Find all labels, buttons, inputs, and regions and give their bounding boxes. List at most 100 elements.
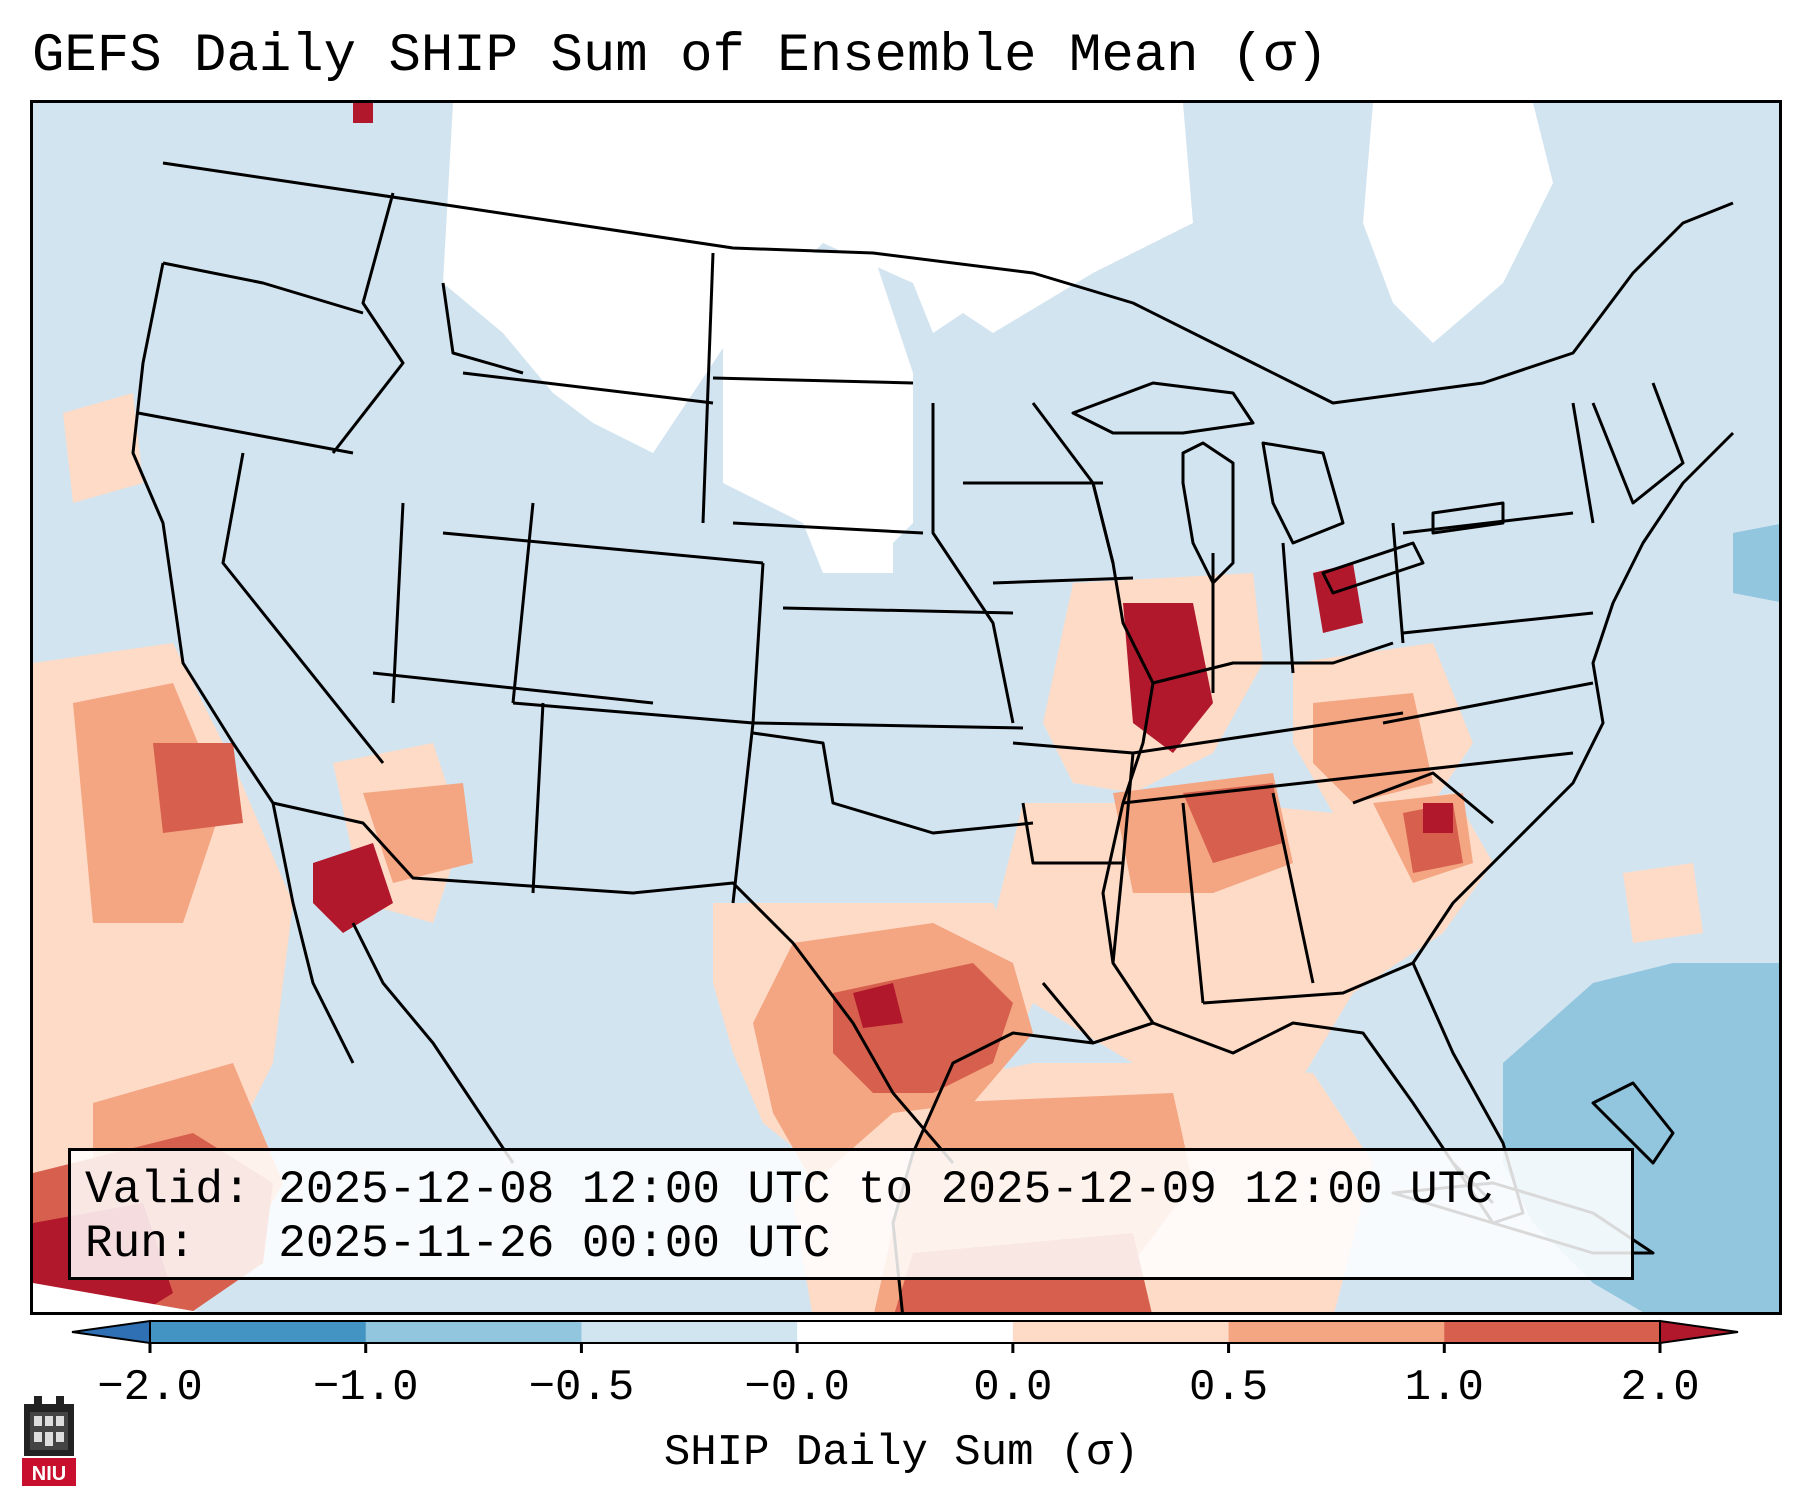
shoreline-lake-ontario [1431,501,1505,535]
boundary-kansas-oklahoma [752,721,1024,730]
boundary-arizona-new-mexico [531,702,545,894]
colorbar-tick-label: −2.0 [97,1363,203,1413]
boundary-kansas-nebraska [782,606,1014,615]
boundary-colorado-south [512,701,754,725]
colorbar-tick-label: 0.5 [1188,1363,1269,1413]
boundary-kentucky-north [1152,641,1394,685]
valid-label: Valid: [85,1164,251,1216]
boundary-nevada-california [221,452,385,764]
negative-area-offshore-patch [1733,524,1779,602]
boundary-indiana-ohio [1281,542,1295,674]
coastline-gulf [911,1021,1495,1205]
neutral-area-nebraska-patch [823,523,893,573]
boundary-utah-colorado [511,502,535,704]
neutral-areas [443,103,1553,573]
boundary-iowa-south [992,576,1134,585]
colorbar-tick-label: −0.5 [528,1363,635,1413]
colorbar [71,1319,1739,1353]
positive-area-sw-desert [363,783,473,883]
boundary-new-mexico-east [731,722,755,904]
positive-area-mid-south [1183,783,1283,863]
political-boundaries [131,161,1735,1312]
boundary-pa-south [1402,611,1594,635]
boundary-mexico-border [272,801,955,1164]
chart-title: GEFS Daily SHIP Sum of Ensemble Mean (σ) [32,26,1329,87]
colorbar-tick-label: −0.0 [744,1363,850,1413]
shoreline-lake-michigan [1181,441,1235,585]
colorbar-outline [149,1320,1661,1344]
positive-area-carolinas-spot [1423,803,1453,833]
boundary-pa-north [1402,511,1574,535]
shoreline-lake-superior [1071,381,1255,435]
boundary-missouri-river [931,403,1015,724]
boundary-montana-dakotas [701,252,715,524]
positive-area-pacific-nw-patch [63,393,143,503]
boundary-wisconsin [1031,402,1115,564]
colorbar-tick-label: 2.0 [1620,1363,1700,1413]
shoreline-lake-huron [1261,441,1345,545]
boundary-oklahoma-texas [752,731,1034,835]
neutral-area-canada-central [443,103,1193,453]
colorbar-bin [1444,1321,1661,1343]
colorbar-bin [1012,1321,1230,1343]
run-time: 2025-11-26 00:00 UTC [278,1218,831,1270]
colorbar-bin [1228,1321,1445,1343]
boundary-alabama-georgia [1271,792,1315,984]
niu-logo-text: NIU [32,1463,66,1485]
boundary-dakotas-split [712,376,914,385]
positive-area-nevada-peak [313,843,393,933]
niu-logo: NIU [22,1396,76,1486]
shoreline-lake-erie [1321,541,1425,595]
neutral-area-dakotas [723,253,913,573]
boundary-nc-sc [1352,771,1494,825]
boundary-oregon-california [137,411,354,455]
colorbar-extend-low [71,1319,151,1345]
boundary-wyoming-north [462,371,714,405]
run-label: Run: [85,1218,196,1270]
valid-time-range: 2025-12-08 12:00 UTC to 2025-12-09 12:00… [278,1164,1493,1216]
positive-area-southeast [993,793,1493,1093]
boundary-great-basin-south [372,671,654,705]
colorbar-bin [150,1321,367,1343]
coastline-bahamas [1591,1081,1675,1165]
boundary-tennessee-south [1132,711,1404,755]
coastline-atlantic [1411,431,1735,964]
positive-area-atlantic-patch [1623,863,1703,943]
map-panel [30,100,1782,1315]
colorbar-ticks [148,1343,1662,1353]
colorbar-bin [581,1321,798,1343]
boundary-new-england [1591,382,1685,505]
boundary-georgia-florida [1202,961,1414,1005]
boundary-colorado-north [751,562,765,724]
boundary-us-canada [162,161,1734,405]
boundary-mississippi-river [1091,482,1155,964]
boundary-mississippi-alabama [1181,802,1205,1004]
coastline-pacific [131,262,355,1064]
colorbar-tick-label: 1.0 [1404,1363,1484,1413]
boundary-wyoming-south [442,531,764,565]
positive-area-bc-spot [353,103,373,123]
boundary-tennessee-north [1122,751,1574,805]
colorbar-tick-label: 0.0 [973,1363,1053,1413]
boundary-idaho-west [331,192,405,454]
boundary-idaho-wyoming [441,282,524,375]
boundary-virginia-nc [1382,681,1594,725]
boundary-new-york-east [1571,402,1595,524]
positive-area-texas-spot [853,983,903,1028]
boundary-washington-oregon [162,261,364,315]
validity-info-box: Valid: 2025-12-08 12:00 UTC to 2025-12-0… [68,1148,1634,1280]
colorbar-bins [71,1319,1739,1345]
map-canvas [33,103,1779,1312]
positive-area-south-pacific-strip [153,743,243,833]
boundary-louisiana [1033,861,1155,1045]
boundary-nebraska-north [732,521,924,535]
boundary-nevada-east [391,502,405,704]
boundary-ohio-pa [1391,522,1405,644]
neutral-area-northeast-canada [1363,103,1553,343]
colorbar-label: SHIP Daily Sum (σ) [663,1428,1140,1478]
colorbar-tick-label: −1.0 [312,1363,419,1413]
coastline-baja [351,922,515,1164]
colorbar-bin [797,1321,1014,1343]
colorbar-bin [365,1321,582,1343]
colorbar-extend-high [1659,1319,1739,1345]
